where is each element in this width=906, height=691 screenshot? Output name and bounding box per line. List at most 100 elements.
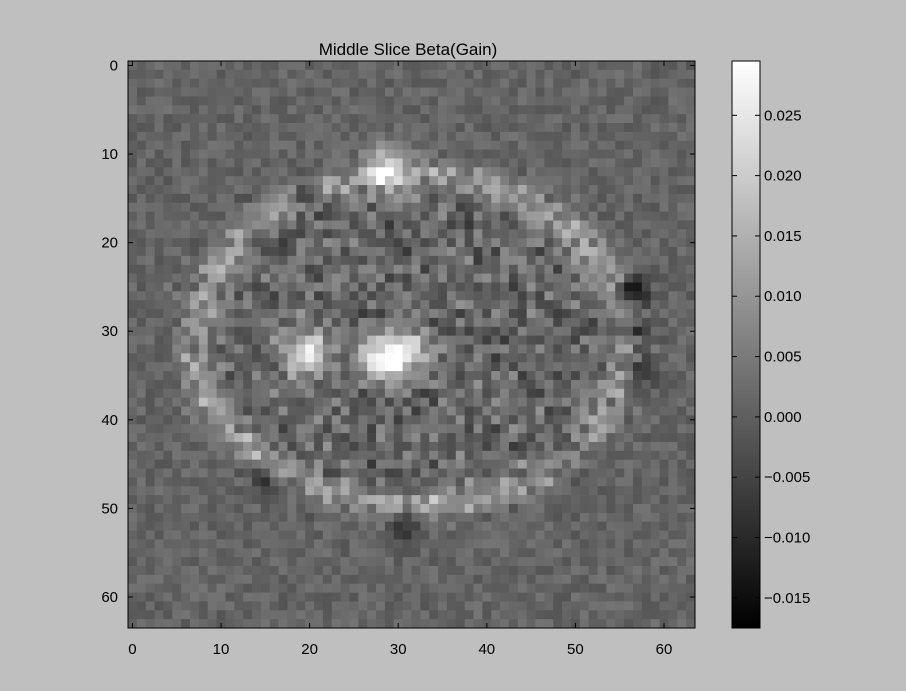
heatmap-cell [136, 335, 147, 345]
heatmap-cell [491, 397, 501, 407]
heatmap-cell [384, 87, 395, 97]
heatmap-cell [455, 548, 466, 558]
heatmap-cell [252, 486, 262, 496]
heatmap-cell [393, 415, 403, 425]
heatmap-cell [154, 273, 164, 283]
heatmap-cell [234, 601, 244, 611]
heatmap-cell [597, 238, 607, 248]
heatmap-cell [402, 557, 412, 567]
heatmap-cell [260, 468, 271, 478]
heatmap-cell [287, 202, 297, 212]
heatmap-cell [314, 441, 324, 452]
heatmap-cell [544, 530, 554, 540]
heatmap-cell [128, 601, 138, 611]
heatmap-cell [526, 397, 536, 407]
heatmap-cell [278, 379, 288, 390]
heatmap-cell [252, 557, 262, 567]
heatmap-cell [287, 353, 297, 363]
heatmap-cell [172, 185, 182, 195]
heatmap-cell [340, 530, 350, 540]
heatmap-cell [420, 158, 430, 168]
heatmap-cell [553, 379, 563, 390]
heatmap-cell [588, 619, 598, 628]
heatmap-cell [553, 140, 563, 150]
heatmap-cell [632, 149, 643, 159]
heatmap-cell [402, 185, 412, 195]
heatmap-cell [553, 415, 563, 425]
heatmap-cell [491, 131, 501, 142]
heatmap-cell [473, 530, 483, 540]
heatmap-cell [252, 441, 262, 452]
heatmap-cell [314, 539, 324, 549]
heatmap-cell [544, 486, 554, 496]
heatmap-cell [198, 344, 209, 354]
heatmap-cell [491, 574, 501, 585]
heatmap-cell [615, 300, 625, 310]
heatmap-cell [473, 565, 483, 576]
heatmap-cell [500, 264, 510, 274]
heatmap-cell [579, 548, 590, 558]
heatmap-cell [624, 238, 634, 248]
heatmap-cell [349, 149, 359, 159]
heatmap-cell [446, 397, 457, 407]
heatmap-cell [190, 114, 200, 124]
heatmap-cell [349, 574, 359, 585]
heatmap-cell [686, 300, 695, 310]
heatmap-cell [269, 149, 279, 159]
heatmap-cell [331, 326, 341, 336]
heatmap-cell [650, 309, 660, 319]
heatmap-cell [438, 255, 448, 266]
heatmap-cell [384, 255, 395, 266]
heatmap-cell [376, 521, 386, 531]
heatmap-cell [234, 282, 244, 292]
heatmap-cell [491, 583, 501, 593]
heatmap-cell [322, 459, 333, 469]
heatmap-cell [659, 123, 669, 133]
heatmap-cell [650, 353, 660, 363]
heatmap-cell [446, 441, 457, 452]
heatmap-cell [376, 176, 386, 186]
heatmap-cell [686, 344, 695, 354]
heatmap-cell [402, 592, 412, 602]
heatmap-cell [154, 406, 164, 416]
heatmap-cell [429, 521, 439, 531]
heatmap-cell [446, 557, 457, 567]
heatmap-cell [402, 468, 412, 478]
heatmap-cell [535, 459, 545, 469]
heatmap-cell [181, 282, 191, 292]
heatmap-cell [508, 521, 519, 531]
heatmap-cell [455, 300, 466, 310]
heatmap-cell [677, 238, 687, 248]
heatmap-cell [455, 512, 466, 523]
heatmap-cell [260, 415, 271, 425]
heatmap-cell [287, 379, 297, 390]
heatmap-cell [393, 424, 403, 434]
heatmap-cell [659, 273, 669, 283]
heatmap-cell [287, 548, 297, 558]
heatmap-cell [615, 149, 625, 159]
heatmap-cell [668, 459, 678, 469]
heatmap-cell [446, 468, 457, 478]
heatmap-cell [570, 238, 581, 248]
heatmap-cell [252, 78, 262, 88]
heatmap-cell [384, 521, 395, 531]
heatmap-cell [606, 105, 616, 115]
heatmap-cell [677, 450, 687, 461]
heatmap-cell [181, 619, 191, 628]
heatmap-cell [579, 78, 590, 88]
heatmap-cell [641, 583, 652, 593]
heatmap-cell [650, 176, 660, 186]
heatmap-cell [562, 565, 572, 576]
heatmap-cell [429, 114, 439, 124]
heatmap-cell [420, 131, 430, 142]
heatmap-cell [624, 565, 634, 576]
heatmap-cell [455, 601, 466, 611]
heatmap-cell [367, 255, 377, 266]
heatmap-cell [296, 468, 306, 478]
heatmap-cell [207, 344, 217, 354]
heatmap-cell [411, 539, 421, 549]
heatmap-cell [358, 273, 368, 283]
heatmap-cell [190, 477, 200, 487]
heatmap-cell [314, 397, 324, 407]
heatmap-cell [438, 69, 448, 80]
